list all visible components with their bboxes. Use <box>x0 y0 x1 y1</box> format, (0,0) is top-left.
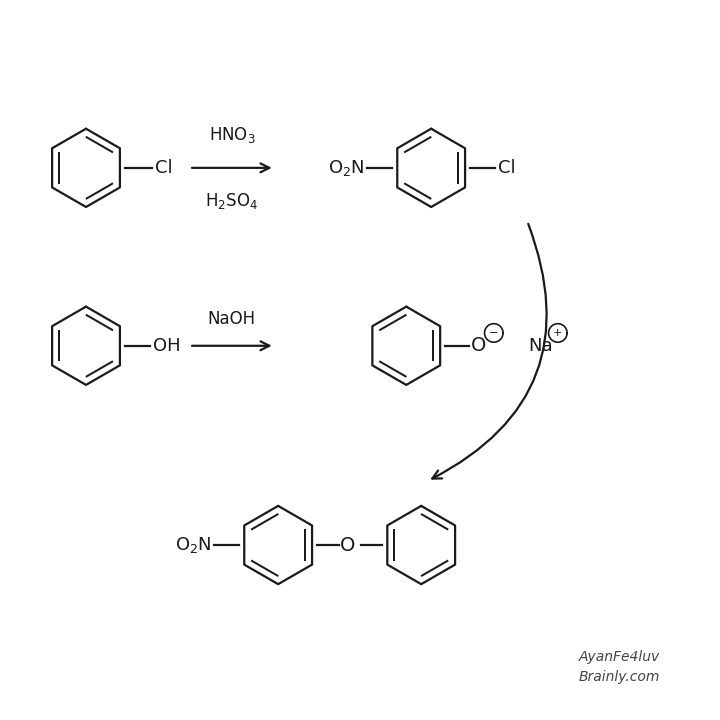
FancyArrowPatch shape <box>432 224 546 479</box>
Text: Brainly.com: Brainly.com <box>579 670 660 684</box>
Text: Cl: Cl <box>498 159 516 177</box>
Text: O$_2$N: O$_2$N <box>175 535 211 555</box>
Text: O: O <box>341 536 356 554</box>
Text: NaOH: NaOH <box>208 310 256 328</box>
Text: Cl: Cl <box>155 159 173 177</box>
Text: H$_2$SO$_4$: H$_2$SO$_4$ <box>205 191 258 211</box>
Text: OH: OH <box>153 337 181 355</box>
Text: HNO$_3$: HNO$_3$ <box>209 125 256 145</box>
Text: O$_2$N: O$_2$N <box>328 158 364 178</box>
Text: O: O <box>470 336 486 355</box>
Text: AyanFe4luv: AyanFe4luv <box>579 650 660 665</box>
Text: −: − <box>489 328 498 338</box>
Text: +: + <box>553 328 562 338</box>
Text: Na: Na <box>528 337 552 355</box>
